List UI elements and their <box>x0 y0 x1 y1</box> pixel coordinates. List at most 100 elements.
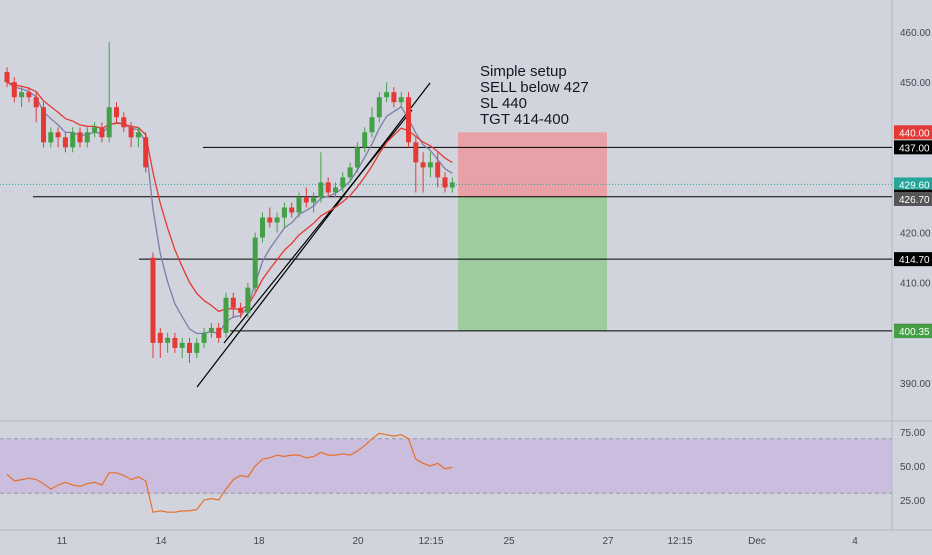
candle-body <box>157 332 163 343</box>
x-tick-label: 12:15 <box>418 536 443 547</box>
annotation-line: TGT 414-400 <box>480 111 569 128</box>
x-tick-label: 14 <box>155 536 167 547</box>
candle-body <box>354 147 360 168</box>
y-tick-label: 410.00 <box>900 279 931 290</box>
x-tick-label: 4 <box>852 536 858 547</box>
candle-body <box>398 97 404 103</box>
candle-body <box>369 117 375 133</box>
x-tick-label: Dec <box>748 536 766 547</box>
rsi-line <box>6 432 453 513</box>
candle-body <box>340 177 346 188</box>
price-label-box <box>894 252 932 267</box>
candle-body <box>121 117 127 128</box>
candle-body <box>376 97 382 118</box>
candle-body <box>420 162 426 168</box>
candle-body <box>201 332 207 343</box>
candle-body <box>303 197 309 203</box>
candle-body <box>267 217 273 223</box>
candle-body <box>114 107 119 118</box>
candle-body <box>19 92 25 98</box>
candle-body <box>70 132 76 148</box>
candle-body <box>55 132 61 138</box>
rsi-band <box>0 438 892 494</box>
candle-body <box>223 297 229 333</box>
stop-loss-zone <box>458 132 607 197</box>
candle-body <box>165 337 171 343</box>
candle-body <box>187 342 192 353</box>
y-tick-label: 460.00 <box>900 28 931 39</box>
candle-body <box>325 182 331 193</box>
candle-body <box>194 342 200 353</box>
candle-body <box>252 237 258 288</box>
candle-body <box>435 162 441 178</box>
price-label: 429.60 <box>899 180 930 191</box>
candle-body <box>449 182 455 188</box>
candle-body <box>260 217 265 238</box>
candle-body <box>26 92 32 98</box>
y-tick-label: 390.00 <box>900 379 931 390</box>
x-tick-label: 25 <box>503 536 515 547</box>
candle-body <box>208 327 214 333</box>
trendline <box>196 82 431 388</box>
x-tick-label: 27 <box>602 536 614 547</box>
candle-body <box>150 257 156 343</box>
candle-body <box>333 187 338 193</box>
candle-body <box>230 297 236 308</box>
candle-body <box>347 167 353 178</box>
price-label: 414.70 <box>899 255 930 266</box>
candle-body <box>318 182 324 198</box>
price-label: 440.00 <box>899 128 930 139</box>
y-tick-label: 420.00 <box>900 229 931 240</box>
rsi-tick-label: 75.00 <box>900 428 925 439</box>
annotation-line: SL 440 <box>480 95 527 112</box>
price-label: 437.00 <box>899 143 930 154</box>
candle-body <box>84 132 90 143</box>
candle-body <box>77 132 83 143</box>
candle-body <box>4 72 10 83</box>
candle-body <box>33 97 39 108</box>
price-label-box <box>894 191 932 206</box>
candle-body <box>135 132 141 138</box>
candle-body <box>384 92 390 98</box>
x-tick-label: 11 <box>57 536 68 547</box>
candle-body <box>391 92 397 103</box>
x-tick-label: 12:15 <box>667 536 692 547</box>
candle-body <box>41 107 46 143</box>
candle-body <box>274 217 280 223</box>
candle-body <box>245 287 251 313</box>
x-tick-label: 20 <box>352 536 364 547</box>
annotation-line: SELL below 427 <box>480 79 589 96</box>
candle-body <box>216 327 222 338</box>
candle-body <box>413 142 419 163</box>
rsi-tick-label: 50.00 <box>900 462 925 473</box>
candle-body <box>172 337 178 348</box>
price-label: 426.70 <box>899 195 930 206</box>
price-label-box <box>894 140 932 155</box>
price-label-box <box>894 177 932 192</box>
candle-body <box>289 207 295 213</box>
candle-body <box>442 177 448 188</box>
rsi-tick-label: 25.00 <box>900 496 925 507</box>
trendline <box>223 109 413 344</box>
ema-slow-line <box>6 81 453 313</box>
x-tick-label: 18 <box>253 536 265 547</box>
price-label-box <box>894 125 932 140</box>
trade-setup-annotation: Simple setup SELL below 427 SL 440 TGT 4… <box>480 64 589 128</box>
candle-body <box>238 307 244 313</box>
candle-body <box>143 137 149 168</box>
price-label-box <box>894 324 932 339</box>
annotation-line: Simple setup <box>480 63 567 80</box>
candle-body <box>281 207 287 218</box>
candle-body <box>427 162 433 168</box>
y-tick-label: 450.00 <box>900 78 931 89</box>
candle-body <box>62 137 68 148</box>
target-zone <box>458 196 607 331</box>
candle-body <box>362 132 368 148</box>
candle-body <box>179 342 185 348</box>
candle-body <box>311 197 317 203</box>
candle-body <box>106 107 112 138</box>
candle-body <box>92 127 98 133</box>
candle-body <box>11 82 17 98</box>
